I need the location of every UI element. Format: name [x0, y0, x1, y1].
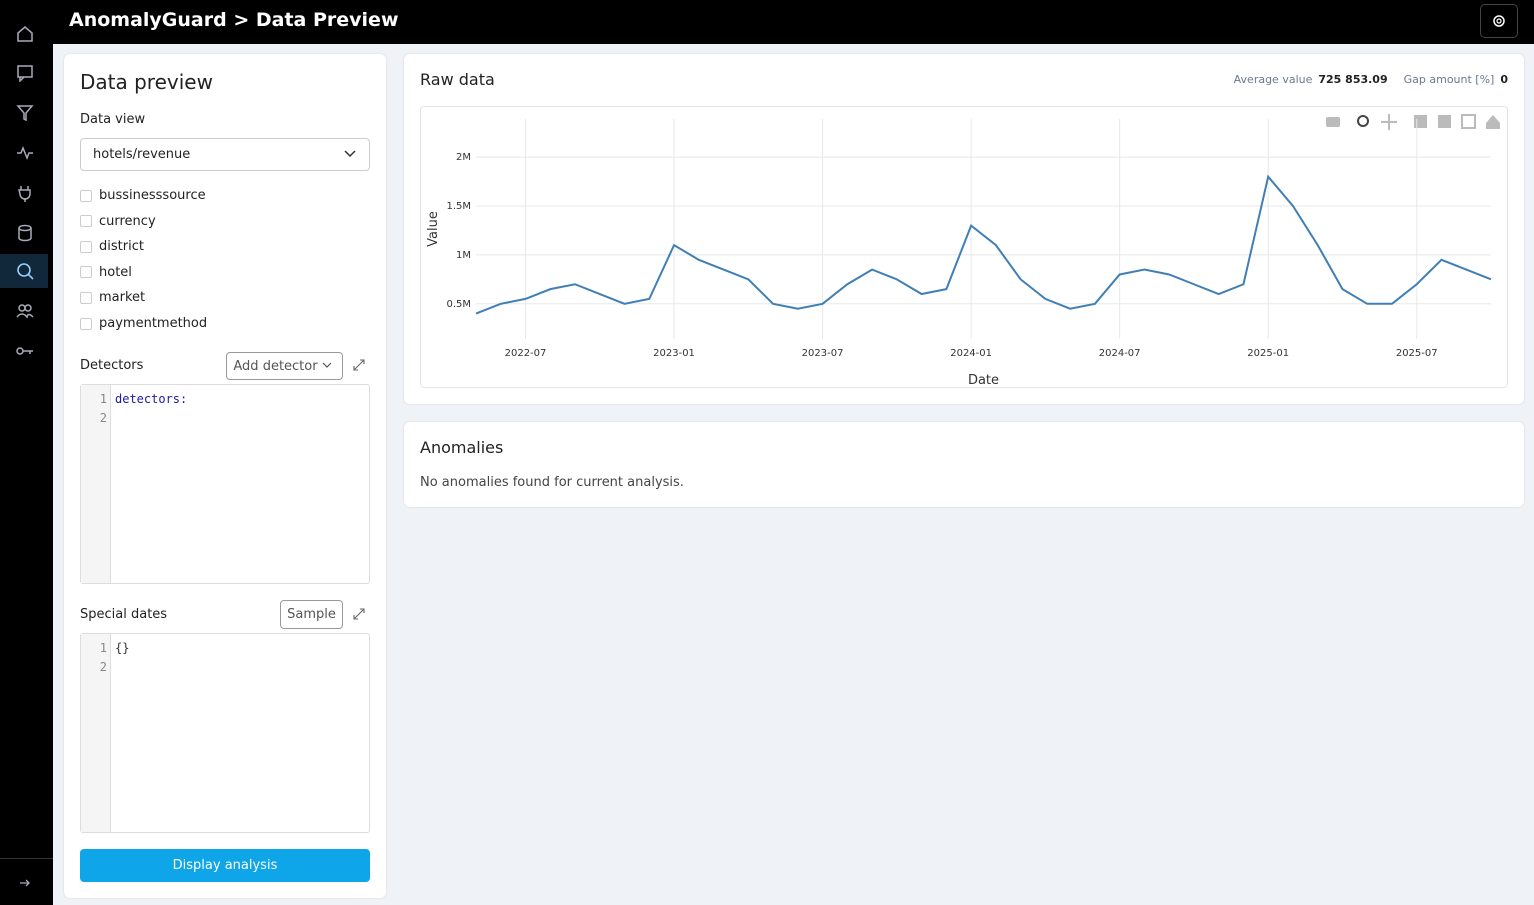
x-tick-label: 2024-07 [1099, 348, 1141, 359]
dimension-label: bussinesssource [99, 188, 206, 203]
y-tick-label: 1.5M [446, 201, 471, 212]
checkbox [80, 189, 92, 202]
dimension-option[interactable]: market [80, 290, 145, 305]
page-title: AnomalyGuard > Data Preview [69, 9, 399, 31]
code-line: detectors: [115, 392, 188, 406]
dimension-option[interactable]: paymentmethod [80, 316, 207, 331]
expand-editor[interactable] [351, 606, 367, 622]
dimension-label: hotel [99, 264, 132, 280]
checkbox [80, 215, 92, 228]
card-title: Anomalies [420, 438, 504, 457]
data-line [475, 174, 1492, 315]
checkbox [80, 266, 92, 279]
line-number: 2 [99, 411, 107, 425]
gutter [81, 385, 111, 583]
reset-icon[interactable] [1486, 115, 1500, 129]
zoom-in-icon[interactable] [1414, 115, 1427, 128]
y-tick-label: 0.5M [446, 299, 471, 310]
nav-bar [0, 0, 53, 905]
display-analysis-text: Display analysis [172, 858, 278, 873]
stat-label: Average value [1233, 73, 1313, 86]
data-view-value: hotels/revenue [93, 147, 191, 162]
plug-icon[interactable] [16, 184, 34, 202]
home-icon[interactable] [16, 25, 34, 43]
dimension-option[interactable]: hotel [80, 265, 132, 280]
card-title: Raw data [420, 70, 495, 89]
line-number: 1 [99, 392, 107, 406]
database-icon[interactable] [16, 224, 34, 242]
chart: 2022-07 2023-01 2023-07 2024-01 2024-07 2025-… [426, 114, 1500, 388]
stat-value: 725 853.09 [1318, 73, 1388, 86]
stat-value: 0 [1500, 73, 1508, 86]
search-icon[interactable] [16, 262, 34, 280]
data-view-label: Data view [80, 112, 146, 127]
data-view-select[interactable]: hotels/revenue [80, 138, 370, 171]
x-tick-label: 2023-01 [653, 348, 695, 359]
filter-icon[interactable] [16, 104, 34, 122]
chart-frame: 2022-07 2023-01 2023-07 2024-01 2024-07 2025-… [420, 106, 1508, 388]
checkbox [80, 317, 92, 330]
raw-data-card: Raw data Average value 725 853.09 Gap am… [404, 54, 1524, 404]
detectors-editor[interactable]: 1 2 detectors: [80, 384, 370, 584]
chevron [322, 362, 332, 368]
gear-icon [1493, 15, 1505, 27]
users-icon[interactable] [16, 302, 34, 320]
x-axis-title: Date [968, 373, 999, 387]
x-tick-label: 2025-01 [1247, 348, 1289, 359]
nav-divider [0, 858, 53, 859]
stat-label: Gap amount [%] [1403, 73, 1495, 86]
expand-editor[interactable] [351, 357, 367, 373]
x-tick-label: 2024-01 [950, 348, 992, 359]
add-detector-button[interactable]: Add detector [226, 352, 343, 380]
y-tick-label: 2M [456, 152, 471, 163]
dimension-label: paymentmethod [99, 316, 208, 331]
active-nav-bg [0, 254, 48, 288]
chevron [344, 150, 356, 158]
dimension-label: currency [99, 213, 156, 229]
sample-text: Sample [287, 607, 336, 622]
x-tick-label: 2023-07 [802, 348, 844, 359]
checkbox [80, 291, 92, 304]
key-icon[interactable] [16, 342, 34, 360]
dimension-label: market [99, 290, 146, 306]
sample-button[interactable]: Sample [280, 600, 343, 629]
line-number: 2 [99, 660, 107, 674]
activity-icon[interactable] [16, 144, 34, 162]
checkbox [80, 240, 92, 253]
special-dates-label: Special dates [80, 607, 168, 622]
x-tick-label: 2025-07 [1396, 348, 1438, 359]
special-dates-editor[interactable]: 1 2 {} [80, 633, 370, 833]
dimension-option[interactable]: district [80, 239, 144, 254]
dimension-option[interactable]: bussinesssource [80, 188, 206, 203]
y-tick-label: 1M [456, 250, 471, 261]
expand-icon[interactable] [16, 876, 34, 890]
x-tick-label: 2022-07 [505, 348, 547, 359]
modebar [1326, 114, 1500, 130]
settings-panel: Data preview Data view hotels/revenue bu… [64, 54, 386, 898]
top-bar: AnomalyGuard > Data Preview [53, 0, 1534, 44]
dimension-label: district [99, 239, 144, 255]
autoscale-icon[interactable] [1461, 114, 1476, 129]
anomalies-card: Anomalies No anomalies found for current… [404, 422, 1524, 507]
dimension-option[interactable]: currency [80, 214, 156, 229]
messages-icon[interactable] [16, 64, 34, 82]
detectors-label: Detectors [80, 358, 144, 373]
y-axis-title: Value [426, 211, 441, 247]
code-line: {} [115, 641, 130, 655]
pan-icon[interactable] [1381, 114, 1397, 130]
line-number: 1 [99, 641, 107, 655]
stats: Average value 725 853.09 Gap amount [%] … [1234, 73, 1508, 86]
panel-title: Data preview [80, 70, 213, 94]
gutter [81, 634, 111, 832]
add-detector-text: Add detector [233, 358, 318, 374]
zoom-icon[interactable] [1357, 115, 1369, 127]
zoom-out-icon[interactable] [1438, 115, 1451, 128]
display-analysis-button[interactable]: Display analysis [80, 849, 370, 882]
camera-icon[interactable] [1326, 117, 1340, 127]
settings-button[interactable] [1480, 4, 1518, 38]
anomalies-message: No anomalies found for current analysis. [420, 475, 684, 490]
